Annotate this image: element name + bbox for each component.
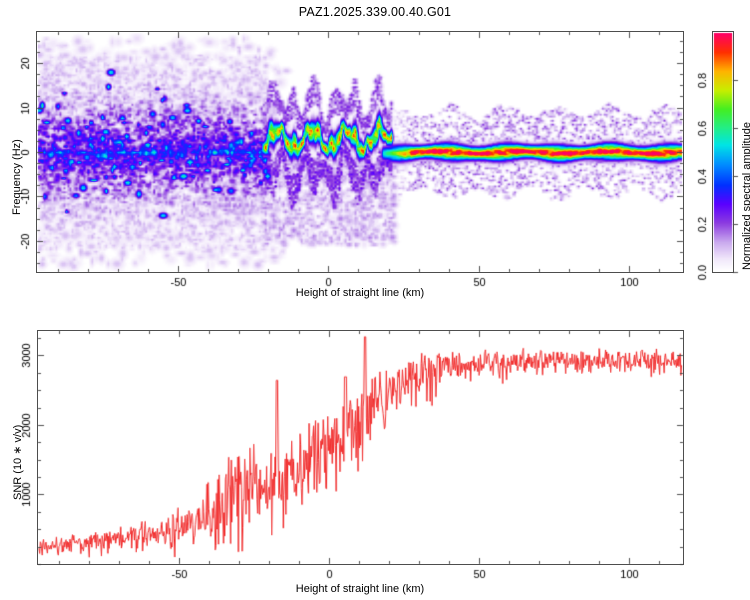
colorbar-label: Normalized spectral amplitude [741, 122, 750, 270]
colorbar-gradient [712, 31, 734, 273]
snr-ylabel: SNR (10 ∗ v/v) [12, 424, 24, 500]
spectrogram-ylabel: Frequency (Hz) [11, 139, 23, 215]
snr-plot-area [37, 330, 684, 565]
snr-xlabel: Height of straight line (km) [295, 583, 425, 595]
spectrogram-xlabel: Height of straight line (km) [295, 287, 425, 299]
spectrogram-plot-area [36, 31, 684, 273]
figure-title: PAZ1.2025.339.00.40.G01 [298, 5, 452, 19]
